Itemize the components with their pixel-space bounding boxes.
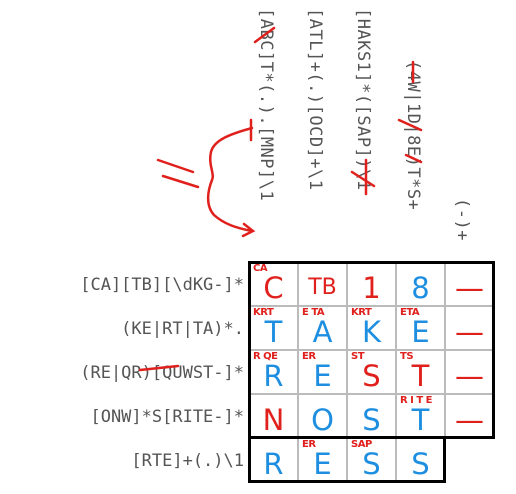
grid-cell-r3-c1[interactable]: R QE R bbox=[249, 350, 298, 394]
grid-cell-r1-c4[interactable]: 8 bbox=[396, 262, 445, 306]
strike-row3 bbox=[138, 364, 180, 372]
cell-letter: S bbox=[362, 359, 381, 393]
cell-letter: R bbox=[263, 447, 284, 481]
cell-letter: 1 bbox=[362, 271, 381, 305]
cell-letter: — bbox=[455, 403, 484, 437]
cell-letter: TB bbox=[308, 275, 337, 300]
cell-letter: S bbox=[411, 447, 430, 481]
grid-cell-r5-c1[interactable]: R bbox=[249, 438, 298, 482]
cell-note: KRT bbox=[253, 307, 274, 318]
row-clue-4: [ONW]*S[RITE-]* bbox=[90, 407, 244, 427]
equals-mark-bottom-stroke bbox=[161, 174, 200, 189]
cell-note: R I T E bbox=[400, 395, 433, 406]
column-clue-5: (-)+ bbox=[452, 198, 472, 241]
strike-col1 bbox=[253, 26, 276, 44]
grid-cell-r3-c5[interactable]: — bbox=[445, 350, 494, 394]
cell-letter: — bbox=[455, 271, 484, 305]
grid-cell-r2-c4[interactable]: ETA E bbox=[396, 306, 445, 350]
grid-cell-r3-c3[interactable]: ST S bbox=[347, 350, 396, 394]
cell-letter: T bbox=[411, 403, 430, 437]
cell-note: ST bbox=[351, 351, 365, 362]
cell-letter: 8 bbox=[411, 271, 430, 305]
grid-cell-r2-c2[interactable]: E TA A bbox=[298, 306, 347, 350]
cell-note: ETA bbox=[400, 307, 420, 318]
strike-col4c bbox=[404, 153, 423, 164]
grid-cell-r5-c2[interactable]: ER E bbox=[298, 438, 347, 482]
cell-letter: T bbox=[264, 315, 283, 349]
cell-letter: — bbox=[455, 315, 484, 349]
cell-note: ER bbox=[302, 439, 316, 450]
cell-letter: E bbox=[313, 359, 332, 393]
cell-note: ER bbox=[302, 351, 316, 362]
grid-cell-r3-c4[interactable]: TS T bbox=[396, 350, 445, 394]
cell-letter: O bbox=[311, 403, 334, 437]
column-clue-2: [ATL]+(.)[OCD]+\1 bbox=[305, 8, 325, 191]
cell-note: CA bbox=[253, 263, 268, 274]
grid-cell-r4-c2[interactable]: O bbox=[298, 394, 347, 438]
cell-note: E TA bbox=[302, 307, 325, 318]
cell-note: KRT bbox=[351, 307, 372, 318]
grid-cell-r5-c3[interactable]: SAP S bbox=[347, 438, 396, 482]
row-clue-1: [CA][TB][\dKG-]* bbox=[80, 275, 244, 295]
row-clue-5: [RTE]+(.)\1 bbox=[131, 451, 244, 471]
cell-letter: N bbox=[262, 403, 285, 437]
cell-letter: S bbox=[362, 403, 381, 437]
grid-cell-r1-c1[interactable]: CA C bbox=[249, 262, 298, 306]
brace-arrow bbox=[206, 126, 254, 233]
cell-letter: A bbox=[312, 315, 333, 349]
cell-letter: E bbox=[411, 315, 430, 349]
column-clue-1: [ABC]T*(.).[MNP]\1 bbox=[256, 8, 276, 202]
column-clue-4: (4W|1D|8E)T*S+ bbox=[403, 60, 423, 211]
cell-note: SAP bbox=[351, 439, 372, 450]
cell-note: R QE bbox=[253, 351, 278, 362]
cell-letter: K bbox=[361, 315, 382, 349]
grid-cell-r2-c1[interactable]: KRT T bbox=[249, 306, 298, 350]
column-clue-3: [HAKS1]*([SAP])\1 bbox=[353, 8, 373, 191]
grid-cell-r4-c3[interactable]: S bbox=[347, 394, 396, 438]
grid-cell-r1-c5[interactable]: — bbox=[445, 262, 494, 306]
cell-letter: C bbox=[263, 271, 284, 305]
cell-letter: E bbox=[313, 447, 332, 481]
row-clue-2: (KE|RT|TA)*. bbox=[121, 319, 244, 339]
strike-col3 bbox=[350, 170, 376, 188]
grid-cell-r4-c5[interactable]: — bbox=[445, 394, 494, 438]
cell-letter: R bbox=[263, 359, 284, 393]
row-clue-3: (RE|QR)[QUWST-]* bbox=[80, 363, 244, 383]
puzzle-grid: CA C TB 1 8— KRT T E TA A KRT K ETA E — R QE R ER E ST S TS T… bbox=[249, 262, 494, 482]
arrow-head bbox=[241, 222, 256, 238]
cell-note: TS bbox=[400, 351, 414, 362]
cell-letter: S bbox=[362, 447, 381, 481]
cell-letter: — bbox=[455, 359, 484, 393]
cell-letter: T bbox=[411, 359, 430, 393]
grid-cell-r3-c2[interactable]: ER E bbox=[298, 350, 347, 394]
grid-cell-r2-c5[interactable]: — bbox=[445, 306, 494, 350]
equals-mark-top-stroke bbox=[156, 158, 195, 174]
strike-col4b bbox=[397, 118, 423, 132]
grid-cell-r2-c3[interactable]: KRT K bbox=[347, 306, 396, 350]
